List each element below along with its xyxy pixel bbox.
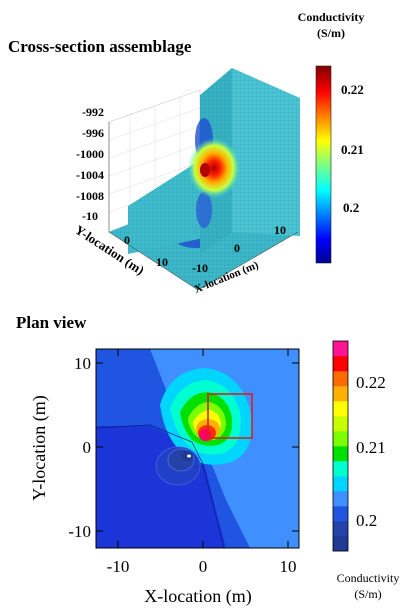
y-tick: 10	[74, 354, 91, 373]
colorbar-level	[333, 491, 348, 507]
plan-colorbar-title-line1: Conductivity	[337, 571, 400, 585]
top-colorbar-title-line2: (S/m)	[317, 26, 345, 40]
colorbar-level	[333, 431, 348, 447]
plan-colorbar: 0.22 0.21 0.2 Conductivity (S/m)	[332, 340, 400, 601]
top-colorbar-tick: 0.22	[341, 82, 364, 97]
x-tick: -10	[107, 557, 130, 576]
colorbar-level	[333, 416, 348, 432]
plan-colorbar-tick: 0.21	[356, 438, 386, 457]
x-tick: 0	[199, 557, 208, 576]
colorbar-level	[333, 386, 348, 402]
colorbar-level	[333, 401, 348, 417]
z-tick: -1004	[76, 168, 104, 182]
plan-frame	[95, 348, 300, 549]
plan-x-axis: -10 0 10 X-location (m)	[107, 557, 297, 607]
colorbar-level	[333, 536, 348, 552]
plan-colorbar-tick: 0.2	[356, 511, 377, 530]
colorbar-level	[333, 506, 348, 522]
plan-colorbar-tick: 0.22	[356, 373, 386, 392]
plan-y-axis: 10 0 -10 Y-location (m)	[29, 354, 91, 541]
top-colorbar-gradient	[315, 65, 332, 264]
x-tick: 0	[234, 241, 240, 255]
plan-colorbar-levels	[333, 341, 348, 552]
colorbar-level	[333, 521, 348, 537]
z-tick: -1008	[76, 189, 104, 203]
y-tick: -10	[82, 209, 98, 223]
colorbar-level	[333, 446, 348, 462]
x-tick: 10	[280, 557, 297, 576]
colorbar-level	[333, 371, 348, 387]
plan-x-axis-label: X-location (m)	[144, 586, 251, 607]
plan-view-title: Plan view	[16, 313, 87, 332]
y-tick: -10	[68, 522, 91, 541]
y-tick: 0	[83, 438, 92, 457]
z-tick: -996	[82, 126, 104, 140]
y-tick: 10	[156, 255, 168, 269]
colorbar-level	[333, 341, 348, 357]
top-colorbar: Conductivity (S/m) 0.22 0.21 0.2	[298, 10, 365, 264]
y-tick: 0	[124, 233, 130, 247]
x-tick: 10	[274, 223, 286, 237]
colorbar-level	[333, 461, 348, 477]
plan-y-axis-label: Y-location (m)	[29, 395, 50, 500]
top-panel-title: Cross-section assemblage	[8, 37, 192, 56]
top-colorbar-tick: 0.21	[341, 142, 364, 157]
cross-section-3d	[108, 68, 300, 291]
colorbar-level	[333, 476, 348, 492]
z-tick: -1000	[76, 147, 104, 161]
plan-colorbar-frame	[332, 340, 349, 552]
z-tick: -992	[82, 105, 104, 119]
x-tick: -10	[192, 261, 208, 275]
plan-heatmap	[96, 349, 299, 548]
plan-colorbar-title-line2: (S/m)	[354, 587, 381, 601]
marked-region	[207, 393, 253, 439]
colorbar-level	[333, 356, 348, 372]
top-colorbar-tick: 0.2	[343, 200, 359, 215]
plan-tick-marks	[96, 349, 299, 548]
z-axis-ticks: -992 -996 -1000 -1004 -1008	[76, 105, 104, 203]
top-colorbar-title-line1: Conductivity	[298, 10, 365, 24]
